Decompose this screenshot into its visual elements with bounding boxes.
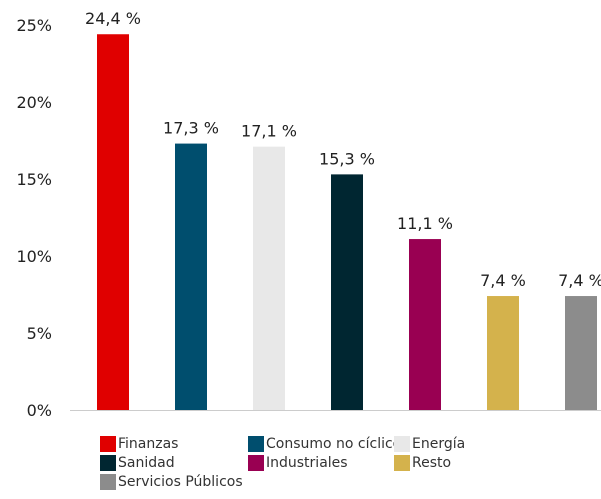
data-label: 17,3 %	[163, 119, 219, 138]
bar-4	[331, 174, 363, 410]
y-tick-label: 0%	[27, 401, 52, 420]
legend-label: Servicios Públicos	[118, 474, 243, 490]
legend-swatch	[100, 455, 116, 471]
y-tick-label: 20%	[16, 93, 52, 112]
bar-5	[409, 239, 441, 410]
legend-swatch	[394, 436, 410, 452]
data-label: 7,4 %	[558, 271, 601, 290]
legend-swatch	[248, 455, 264, 471]
y-axis: 0% 5% 10% 15% 20% 25%	[16, 16, 52, 420]
legend-item: Finanzas	[100, 436, 248, 452]
bars	[97, 34, 597, 411]
legend-label: Industriales	[266, 455, 348, 471]
legend-swatch	[100, 474, 116, 490]
data-labels: 24,4 % 17,3 % 17,1 % 15,3 % 11,1 % 7,4 % 7,4 %	[85, 9, 601, 290]
legend-item: Servicios Públicos	[100, 474, 248, 490]
legend-item: Consumo no cíclico	[248, 436, 401, 452]
data-label: 7,4 %	[480, 271, 526, 290]
legend-label: Sanidad	[118, 455, 175, 471]
legend-swatch	[100, 436, 116, 452]
bar-7	[565, 296, 597, 410]
data-label: 11,1 %	[397, 214, 453, 233]
legend-swatch	[394, 455, 410, 471]
legend-swatch	[248, 436, 264, 452]
bar-1	[97, 34, 129, 411]
legend-item: Sanidad	[100, 455, 248, 471]
legend: Finanzas Consumo no cíclico Energía Sanidad…	[100, 436, 580, 490]
bar-chart: 0% 5% 10% 15% 20% 25% 24,4 % 17,3 % 17,1 % 15,3 …	[16, 9, 601, 420]
legend-item: Energía	[394, 436, 544, 452]
data-label: 15,3 %	[319, 149, 375, 168]
y-tick-label: 10%	[16, 247, 52, 266]
bar-2	[175, 143, 207, 410]
legend-item: Resto	[394, 455, 544, 471]
y-tick-label: 15%	[16, 170, 52, 189]
y-tick-label: 5%	[27, 324, 52, 343]
legend-item: Industriales	[248, 455, 394, 471]
legend-label: Finanzas	[118, 436, 179, 452]
data-label: 24,4 %	[85, 9, 141, 28]
legend-label: Consumo no cíclico	[266, 436, 402, 452]
y-tick-label: 25%	[16, 16, 52, 35]
legend-label: Energía	[412, 436, 466, 452]
bar-3	[253, 146, 285, 410]
data-label: 17,1 %	[241, 122, 297, 141]
legend-label: Resto	[412, 455, 452, 471]
bar-6	[487, 296, 519, 410]
